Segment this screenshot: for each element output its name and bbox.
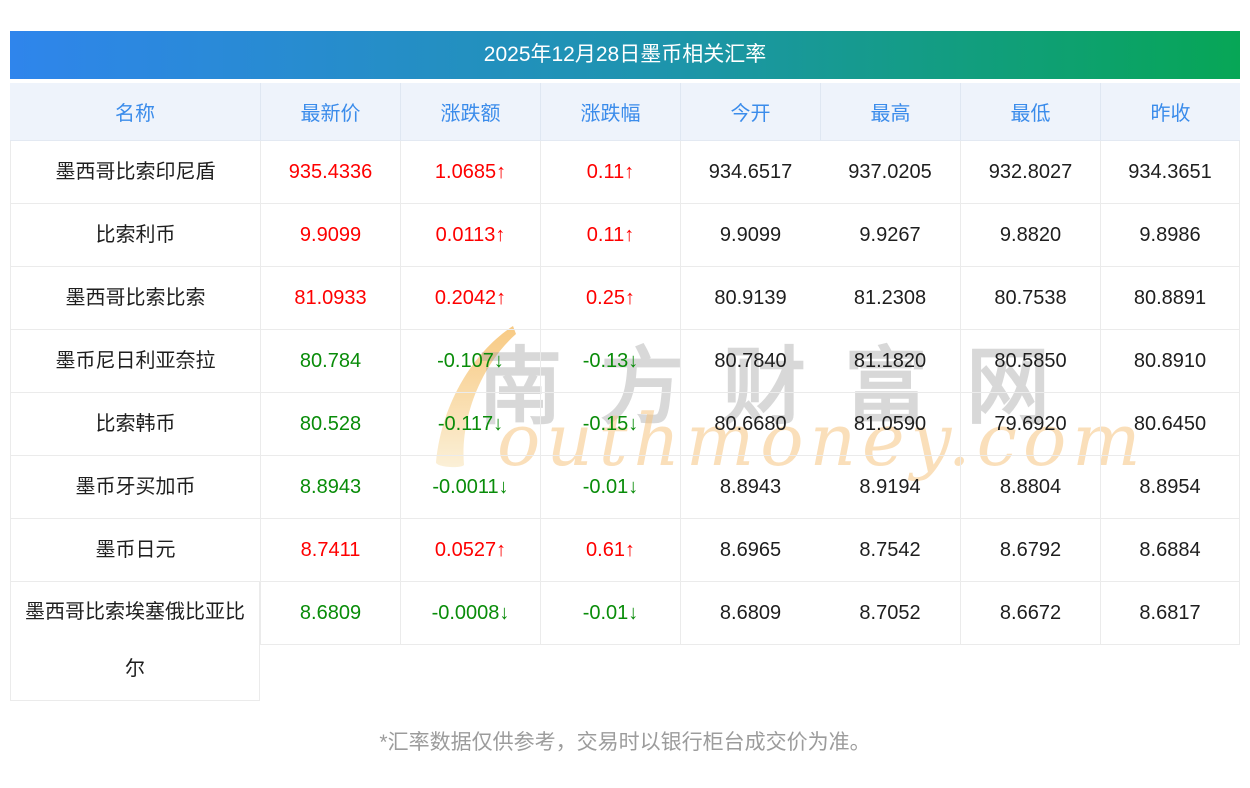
table-row: 墨西哥比索比索 81.0933 0.2042↑ 0.25↑ 80.9139 81… (10, 267, 1240, 330)
currency-name-cell: 墨币日元 (10, 519, 260, 582)
latest-price-cell: 8.6809 (260, 582, 400, 645)
column-header-open: 今开 (680, 83, 820, 141)
low-cell: 8.6792 (960, 519, 1100, 582)
open-cell: 80.7840 (680, 330, 820, 393)
currency-name-cell: 墨西哥比索比索 (10, 267, 260, 330)
latest-price-cell: 80.528 (260, 393, 400, 456)
high-cell: 8.7052 (820, 582, 960, 645)
change-amount-cell: -0.0011↓ (400, 456, 540, 519)
open-cell: 80.9139 (680, 267, 820, 330)
latest-price-cell: 9.9099 (260, 204, 400, 267)
column-header-low: 最低 (960, 83, 1100, 141)
exchange-rates-table: 名称 最新价 涨跌额 涨跌幅 今开 最高 最低 昨收 墨西哥比索印尼盾 935.… (10, 83, 1240, 701)
change-percent-cell: 0.25↑ (540, 267, 680, 330)
latest-price-cell: 81.0933 (260, 267, 400, 330)
column-header-change-percent: 涨跌幅 (540, 83, 680, 141)
change-percent-cell: -0.15↓ (540, 393, 680, 456)
currency-name-cell: 墨币尼日利亚奈拉 (10, 330, 260, 393)
change-percent-cell: -0.01↓ (540, 456, 680, 519)
header-row: 名称 最新价 涨跌额 涨跌幅 今开 最高 最低 昨收 (10, 83, 1240, 141)
change-amount-cell: -0.0008↓ (400, 582, 540, 645)
change-percent-cell: 0.61↑ (540, 519, 680, 582)
column-header-high: 最高 (820, 83, 960, 141)
table-row: 比索利币 9.9099 0.0113↑ 0.11↑ 9.9099 9.9267 … (10, 204, 1240, 267)
disclaimer-note: *汇率数据仅供参考，交易时以银行柜台成交价为准。 (379, 731, 871, 754)
high-cell: 81.0590 (820, 393, 960, 456)
page-title: 2025年12月28日墨币相关汇率 (483, 43, 767, 66)
change-amount-cell: -0.117↓ (400, 393, 540, 456)
column-header-latest-price: 最新价 (260, 83, 400, 141)
latest-price-cell: 935.4336 (260, 141, 400, 204)
high-cell: 9.9267 (820, 204, 960, 267)
table-row: 墨西哥比索印尼盾 935.4336 1.0685↑ 0.11↑ 934.6517… (10, 141, 1240, 204)
column-header-prev-close: 昨收 (1100, 83, 1240, 141)
currency-name-cell: 墨西哥比索埃塞俄比亚比尔 (10, 582, 260, 701)
prev-close-cell: 8.6884 (1100, 519, 1240, 582)
table-row: 墨币尼日利亚奈拉 80.784 -0.107↓ -0.13↓ 80.7840 8… (10, 330, 1240, 393)
prev-close-cell: 80.6450 (1100, 393, 1240, 456)
prev-close-cell: 9.8986 (1100, 204, 1240, 267)
latest-price-cell: 8.7411 (260, 519, 400, 582)
column-header-change-amount: 涨跌额 (400, 83, 540, 141)
exchange-rate-widget: 2025年12月28日墨币相关汇率 南方财富网 outhmoney.com 名称… (10, 31, 1240, 701)
change-percent-cell: 0.11↑ (540, 204, 680, 267)
open-cell: 80.6680 (680, 393, 820, 456)
table-row: 墨西哥比索埃塞俄比亚比尔 8.6809 -0.0008↓ -0.01↓ 8.68… (10, 582, 1240, 701)
latest-price-cell: 80.784 (260, 330, 400, 393)
low-cell: 9.8820 (960, 204, 1100, 267)
rates-table-body: 墨西哥比索印尼盾 935.4336 1.0685↑ 0.11↑ 934.6517… (10, 141, 1240, 701)
table-row: 比索韩币 80.528 -0.117↓ -0.15↓ 80.6680 81.05… (10, 393, 1240, 456)
low-cell: 8.8804 (960, 456, 1100, 519)
table-row: 墨币牙买加币 8.8943 -0.0011↓ -0.01↓ 8.8943 8.9… (10, 456, 1240, 519)
currency-name-cell: 比索韩币 (10, 393, 260, 456)
latest-price-cell: 8.8943 (260, 456, 400, 519)
low-cell: 79.6920 (960, 393, 1100, 456)
open-cell: 9.9099 (680, 204, 820, 267)
change-amount-cell: 0.0113↑ (400, 204, 540, 267)
prev-close-cell: 80.8891 (1100, 267, 1240, 330)
table-row: 墨币日元 8.7411 0.0527↑ 0.61↑ 8.6965 8.7542 … (10, 519, 1240, 582)
change-percent-cell: 0.11↑ (540, 141, 680, 204)
prev-close-cell: 8.8954 (1100, 456, 1240, 519)
currency-name-cell: 墨币牙买加币 (10, 456, 260, 519)
change-percent-cell: -0.13↓ (540, 330, 680, 393)
currency-name-cell: 比索利币 (10, 204, 260, 267)
high-cell: 937.0205 (820, 141, 960, 204)
change-percent-cell: -0.01↓ (540, 582, 680, 645)
prev-close-cell: 80.8910 (1100, 330, 1240, 393)
open-cell: 8.6965 (680, 519, 820, 582)
change-amount-cell: -0.107↓ (400, 330, 540, 393)
low-cell: 932.8027 (960, 141, 1100, 204)
low-cell: 8.6672 (960, 582, 1100, 645)
high-cell: 8.9194 (820, 456, 960, 519)
table-title-bar: 2025年12月28日墨币相关汇率 (10, 31, 1240, 79)
column-header-name: 名称 (10, 83, 260, 141)
high-cell: 8.7542 (820, 519, 960, 582)
low-cell: 80.7538 (960, 267, 1100, 330)
open-cell: 8.8943 (680, 456, 820, 519)
open-cell: 8.6809 (680, 582, 820, 645)
change-amount-cell: 1.0685↑ (400, 141, 540, 204)
low-cell: 80.5850 (960, 330, 1100, 393)
open-cell: 934.6517 (680, 141, 820, 204)
high-cell: 81.2308 (820, 267, 960, 330)
prev-close-cell: 934.3651 (1100, 141, 1240, 204)
prev-close-cell: 8.6817 (1100, 582, 1240, 645)
high-cell: 81.1820 (820, 330, 960, 393)
change-amount-cell: 0.0527↑ (400, 519, 540, 582)
change-amount-cell: 0.2042↑ (400, 267, 540, 330)
currency-name-cell: 墨西哥比索印尼盾 (10, 141, 260, 204)
